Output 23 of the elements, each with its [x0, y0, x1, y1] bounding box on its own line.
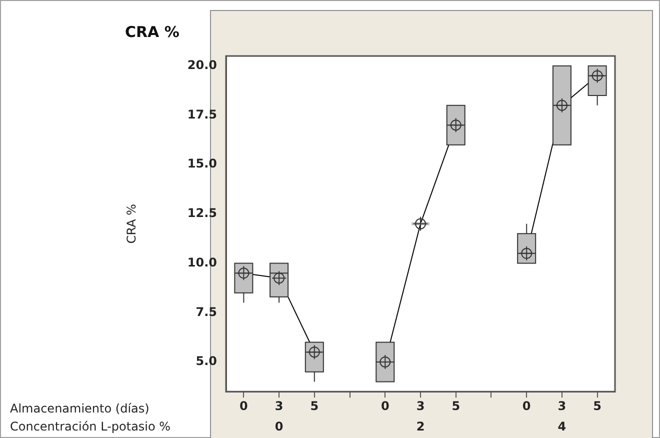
y-tick-label: 15.0: [187, 156, 218, 171]
x-tick-label: 5: [310, 398, 319, 413]
x-tick-label: 3: [416, 398, 425, 413]
x-tick-label: 0: [240, 398, 248, 413]
text: 0: [274, 420, 284, 434]
text: 4: [558, 420, 566, 434]
x-tick-label: 3: [274, 398, 284, 413]
chart-title: CRA %: [125, 22, 180, 41]
y-axis-title: CRA %: [124, 204, 138, 244]
y-tick-label: 7.5: [196, 304, 218, 319]
text: 2: [416, 420, 425, 434]
x-tick-label: 3: [558, 398, 566, 413]
y-tick-label: 12.5: [187, 206, 218, 220]
y-tick-label: 5.0: [196, 354, 218, 368]
y-tick-label: 10.0: [187, 255, 218, 270]
x-tick-label: 5: [593, 398, 602, 413]
x-tick-label: 0: [522, 398, 531, 413]
y-tick-label: 20.0: [187, 58, 218, 72]
text: Almacenamiento (días): [10, 402, 150, 416]
x-tick-label: 5: [452, 398, 460, 413]
x-tick-label: 0: [380, 398, 390, 413]
y-tick-label: 17.5: [187, 107, 218, 122]
text: Concentración L-potasio %: [10, 420, 171, 434]
